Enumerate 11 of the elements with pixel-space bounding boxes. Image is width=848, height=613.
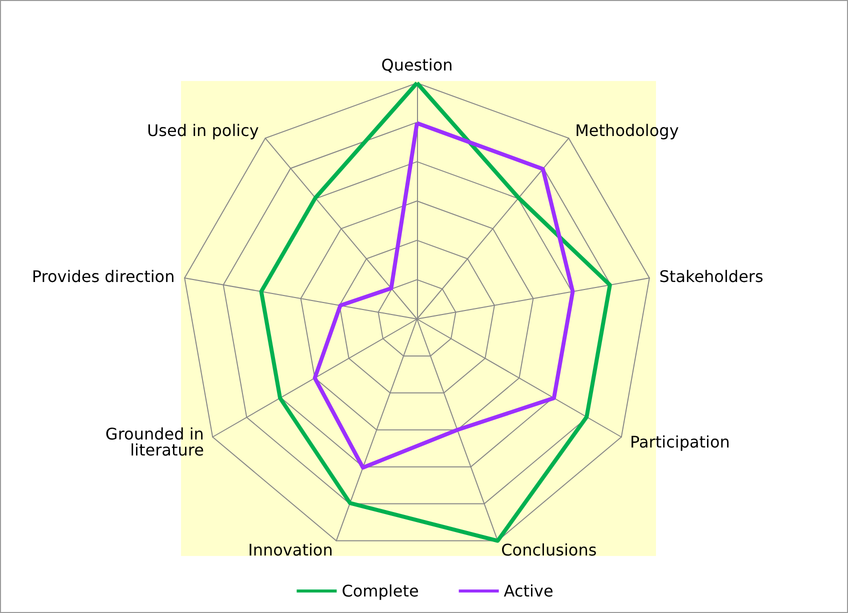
spoke-label: Question (381, 56, 453, 74)
legend-label: Active (504, 582, 554, 600)
spoke-label: Participation (630, 432, 730, 452)
spoke-label: Conclusions (501, 540, 597, 560)
spoke-label: Stakeholders (659, 266, 764, 286)
spoke-label: Methodology (575, 121, 679, 140)
legend-label: Complete (342, 582, 419, 600)
spoke-label: Innovation (248, 540, 333, 560)
spoke-label: Grounded in literature (105, 424, 204, 460)
spoke-label: Provides direction (32, 266, 175, 286)
spoke-label: Used in policy (146, 121, 259, 140)
